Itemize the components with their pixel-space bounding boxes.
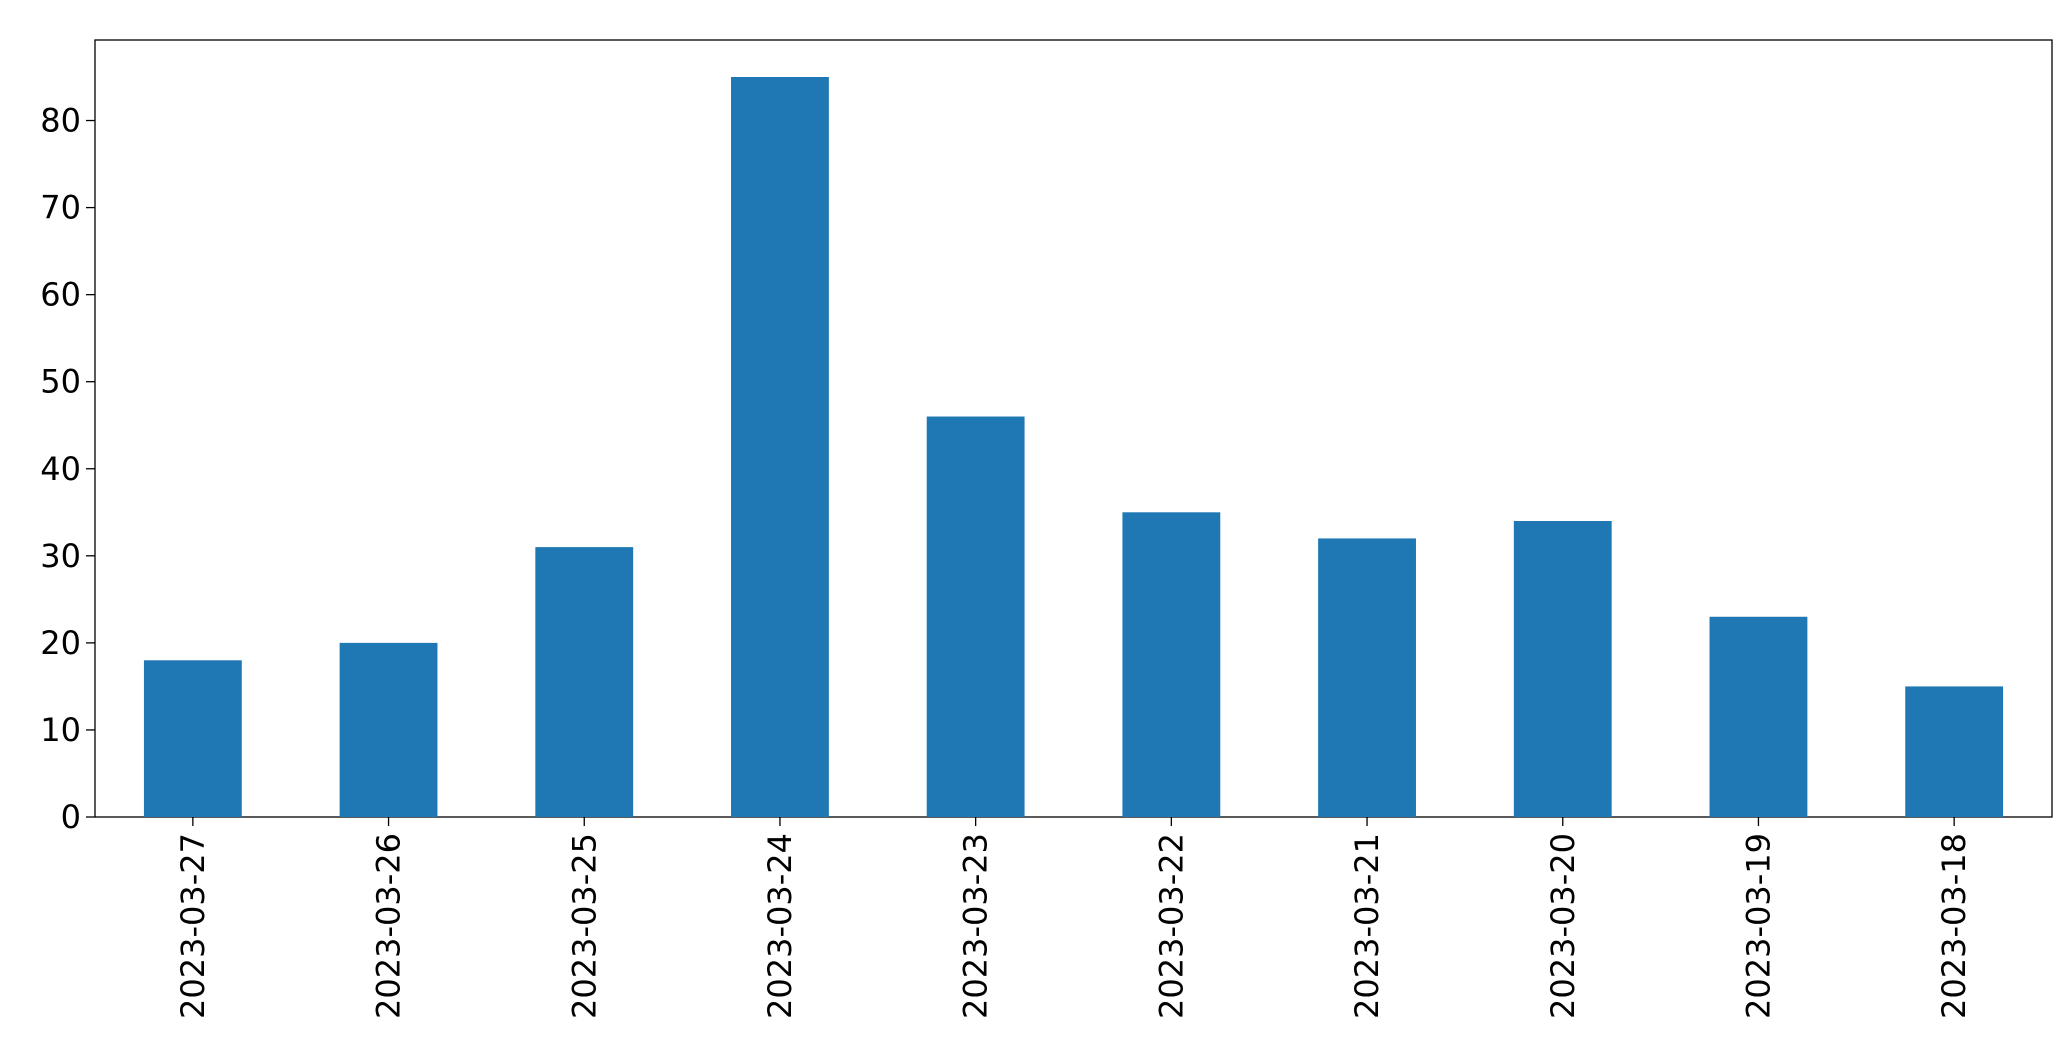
- bar: [1709, 616, 1808, 817]
- x-tick-label: 2023-03-27: [174, 833, 212, 1019]
- y-tick-label: 30: [40, 537, 81, 575]
- y-tick-label: 40: [40, 450, 81, 488]
- x-tick-label: 2023-03-20: [1544, 833, 1582, 1019]
- y-tick-label: 0: [61, 798, 81, 836]
- x-tick-label: 2023-03-22: [1152, 833, 1190, 1019]
- bar: [731, 77, 829, 817]
- y-tick-label: 10: [40, 711, 81, 749]
- bar: [1318, 538, 1416, 817]
- bar: [1513, 521, 1612, 817]
- x-tick-label: 2023-03-25: [565, 833, 603, 1019]
- x-tick-label: 2023-03-19: [1739, 833, 1777, 1019]
- y-tick-label: 80: [40, 102, 81, 140]
- bar: [1905, 686, 2004, 817]
- x-tick-label: 2023-03-24: [761, 833, 799, 1019]
- bar: [143, 660, 242, 817]
- y-tick-label: 70: [40, 189, 81, 227]
- x-tick-label: 2023-03-18: [1935, 833, 1973, 1019]
- x-tick-label: 2023-03-23: [957, 833, 995, 1019]
- bar: [1122, 512, 1221, 817]
- bar: [535, 547, 634, 817]
- x-tick-label: 2023-03-26: [370, 833, 408, 1019]
- bar: [339, 642, 438, 817]
- y-tick-label: 20: [40, 624, 81, 662]
- y-tick-label: 50: [40, 363, 81, 401]
- x-tick-label: 2023-03-21: [1348, 833, 1386, 1019]
- y-tick-label: 60: [40, 276, 81, 314]
- bar: [926, 416, 1025, 817]
- plot-frame: [94, 39, 2053, 818]
